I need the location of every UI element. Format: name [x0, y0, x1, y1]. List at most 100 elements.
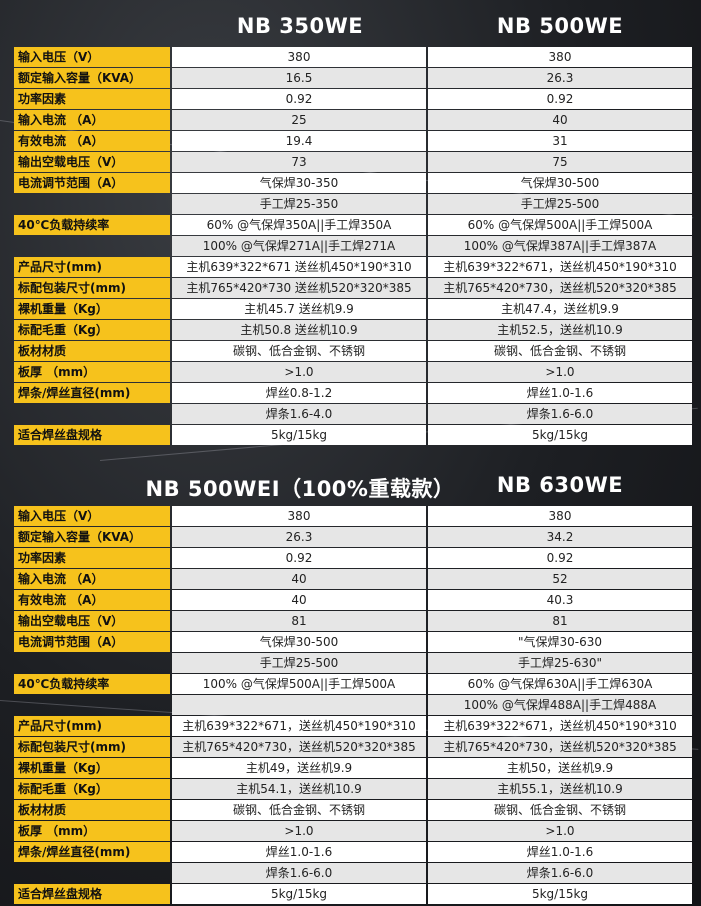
spec-value: 31: [428, 131, 692, 151]
row-label: 电流调节范围（A）: [14, 173, 170, 193]
row-label: [14, 653, 170, 673]
spec-value: 手工焊25-350: [172, 194, 426, 214]
row-label: 产品尺寸(mm): [14, 716, 170, 736]
spec-value: 81: [172, 611, 426, 631]
row-label: 标配包装尺寸(mm): [14, 737, 170, 757]
spec-value: 主机639*322*671，送丝机450*190*310: [428, 257, 692, 277]
row-label: 输出空载电压（V）: [14, 152, 170, 172]
spec-value: 焊丝1.0-1.6: [428, 842, 692, 862]
spec-value: 焊丝0.8-1.2: [172, 383, 426, 403]
spec-value: 气保焊30-500: [428, 173, 692, 193]
spec-value: 100% @气保焊500A||手工焊500A: [172, 674, 426, 694]
spec-value: 40: [428, 110, 692, 130]
spec-value: 0.92: [172, 548, 426, 568]
row-label: 额定输入容量（KVA）: [14, 527, 170, 547]
model-header: NB 500WEI（100%重载款）: [145, 477, 455, 501]
row-label: [14, 236, 170, 256]
spec-value: 主机765*420*730，送丝机520*320*385: [428, 278, 692, 298]
spec-value: 40: [172, 590, 426, 610]
row-label: 输入电流 （A）: [14, 569, 170, 589]
spec-value: >1.0: [428, 362, 692, 382]
row-label: 标配毛重（Kg）: [14, 320, 170, 340]
spec-value: 52: [428, 569, 692, 589]
spec-value: 手工焊25-500: [428, 194, 692, 214]
spec-value: 主机639*322*671 送丝机450*190*310: [172, 257, 426, 277]
row-label: 焊条/焊丝直径(mm): [14, 842, 170, 862]
spec-value: 手工焊25-630": [428, 653, 692, 673]
row-label: 板厚 （mm）: [14, 821, 170, 841]
spec-value: 81: [428, 611, 692, 631]
row-label: 产品尺寸(mm): [14, 257, 170, 277]
spec-value: [172, 695, 426, 715]
spec-value: 60% @气保焊350A||手工焊350A: [172, 215, 426, 235]
row-label: 输入电流 （A）: [14, 110, 170, 130]
row-label: 功率因素: [14, 548, 170, 568]
spec-value: 碳钢、低合金钢、不锈钢: [172, 341, 426, 361]
spec-value: 100% @气保焊271A||手工焊271A: [172, 236, 426, 256]
spec-value: 380: [172, 47, 426, 67]
spec-value: 25: [172, 110, 426, 130]
spec-value: 主机639*322*671，送丝机450*190*310: [172, 716, 426, 736]
row-label: 40℃负载持续率: [14, 674, 170, 694]
spec-value: 100% @气保焊387A||手工焊387A: [428, 236, 692, 256]
row-label: 输入电压（V）: [14, 506, 170, 526]
row-label: 有效电流 （A）: [14, 131, 170, 151]
spec-value: 26.3: [172, 527, 426, 547]
spec-value: 焊丝1.0-1.6: [428, 383, 692, 403]
model-header: NB 630WE: [496, 473, 624, 497]
spec-value: 主机52.5，送丝机10.9: [428, 320, 692, 340]
spec-value: 主机765*420*730 送丝机520*320*385: [172, 278, 426, 298]
row-label: 板材材质: [14, 800, 170, 820]
spec-value: >1.0: [172, 362, 426, 382]
row-label: 额定输入容量（KVA）: [14, 68, 170, 88]
spec-value: 60% @气保焊630A||手工焊630A: [428, 674, 692, 694]
row-label: 板厚 （mm）: [14, 362, 170, 382]
spec-value: 5kg/15kg: [428, 884, 692, 904]
spec-value: 气保焊30-500: [172, 632, 426, 652]
spec-value: 0.92: [428, 548, 692, 568]
spec-value: 碳钢、低合金钢、不锈钢: [172, 800, 426, 820]
row-label: 裸机重量（Kg）: [14, 299, 170, 319]
row-label: 适合焊丝盘规格: [14, 425, 170, 445]
spec-value: 焊丝1.0-1.6: [172, 842, 426, 862]
row-label: [14, 695, 170, 715]
spec-value: 5kg/15kg: [428, 425, 692, 445]
row-label: 适合焊丝盘规格: [14, 884, 170, 904]
row-label: 标配包装尺寸(mm): [14, 278, 170, 298]
row-label: [14, 863, 170, 883]
row-label: 裸机重量（Kg）: [14, 758, 170, 778]
spec-value: 主机50.8 送丝机10.9: [172, 320, 426, 340]
spec-value: 主机45.7 送丝机9.9: [172, 299, 426, 319]
spec-value: 380: [428, 506, 692, 526]
row-label: [14, 194, 170, 214]
spec-value: 380: [428, 47, 692, 67]
row-label: [14, 404, 170, 424]
row-label: 功率因素: [14, 89, 170, 109]
spec-value: 焊条1.6-6.0: [172, 863, 426, 883]
model-header: NB 500WE: [496, 14, 624, 38]
row-label: 电流调节范围（A）: [14, 632, 170, 652]
spec-value: 主机55.1，送丝机10.9: [428, 779, 692, 799]
row-label: 焊条/焊丝直径(mm): [14, 383, 170, 403]
spec-value: 73: [172, 152, 426, 172]
spec-value: 40: [172, 569, 426, 589]
spec-value: 手工焊25-500: [172, 653, 426, 673]
spec-value: 焊条1.6-6.0: [428, 404, 692, 424]
spec-value: 16.5: [172, 68, 426, 88]
row-label: 标配毛重（Kg）: [14, 779, 170, 799]
row-label: 有效电流 （A）: [14, 590, 170, 610]
model-header: NB 350WE: [236, 14, 364, 38]
spec-value: 焊条1.6-6.0: [428, 863, 692, 883]
spec-value: 40.3: [428, 590, 692, 610]
spec-value: 5kg/15kg: [172, 884, 426, 904]
spec-value: "气保焊30-630: [428, 632, 692, 652]
spec-value: 26.3: [428, 68, 692, 88]
spec-value: 60% @气保焊500A||手工焊500A: [428, 215, 692, 235]
spec-value: 主机765*420*730，送丝机520*320*385: [172, 737, 426, 757]
spec-value: 5kg/15kg: [172, 425, 426, 445]
spec-value: 碳钢、低合金钢、不锈钢: [428, 800, 692, 820]
spec-value: 主机765*420*730，送丝机520*320*385: [428, 737, 692, 757]
spec-value: 主机54.1，送丝机10.9: [172, 779, 426, 799]
spec-value: 主机47.4，送丝机9.9: [428, 299, 692, 319]
